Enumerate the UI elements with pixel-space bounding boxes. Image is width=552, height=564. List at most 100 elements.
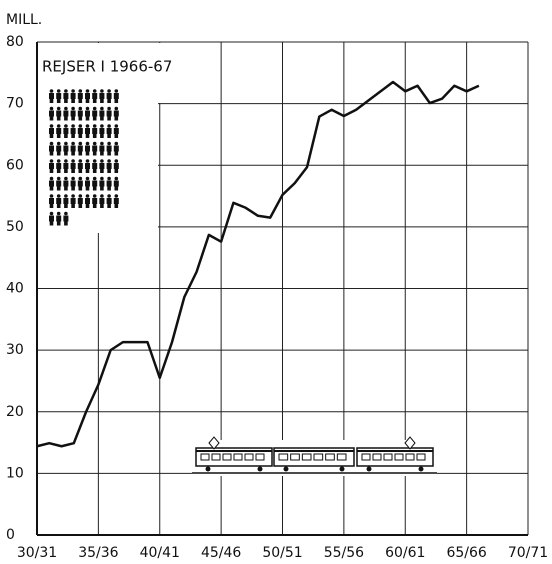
pictogram-head <box>107 194 111 198</box>
pictogram-body <box>49 180 54 187</box>
pictogram-body <box>113 93 119 99</box>
pictogram-body <box>49 110 54 117</box>
pictogram-head <box>56 159 61 163</box>
pictogram-body <box>49 145 54 152</box>
pictogram-body <box>70 110 76 117</box>
pictogram-head <box>85 141 90 146</box>
pictogram-legs <box>107 116 111 121</box>
train-window <box>255 453 265 461</box>
pictogram-body <box>63 163 69 169</box>
pictogram-head <box>85 89 90 93</box>
pictogram-head <box>100 124 104 128</box>
y-tick-label: 10 <box>6 465 24 481</box>
pictogram-legs <box>64 116 68 121</box>
pictogram-head <box>64 89 68 93</box>
pictogram-legs <box>71 151 75 156</box>
pictogram-head <box>49 176 54 181</box>
train-wheel <box>418 466 424 472</box>
x-tick-label: 45/46 <box>201 545 241 561</box>
pictogram-body <box>56 110 62 117</box>
pictogram-body <box>92 93 98 99</box>
pictogram-legs <box>114 99 119 103</box>
pictogram-body <box>85 93 90 99</box>
pictogram-head <box>64 159 68 163</box>
pictogram-body <box>106 110 112 117</box>
pictogram-body <box>63 128 69 134</box>
pictogram-head <box>49 124 54 128</box>
train-window <box>383 453 393 461</box>
pictogram-head <box>71 89 75 93</box>
y-tick-label: 70 <box>6 96 24 112</box>
pictogram-head <box>85 176 90 181</box>
pictogram-body <box>63 180 69 187</box>
pictogram-head <box>49 194 54 198</box>
pictogram-legs <box>107 151 111 156</box>
pictogram-legs <box>78 151 83 156</box>
x-tick-label: 70/71 <box>508 545 548 561</box>
pictogram-head <box>64 141 68 146</box>
pictogram-body <box>85 145 90 152</box>
pictogram-body <box>113 128 119 134</box>
y-tick-label: 0 <box>6 527 15 543</box>
pictogram-head <box>49 106 54 111</box>
train-window <box>290 453 300 461</box>
pictogram-head <box>114 89 119 93</box>
pictogram-body <box>99 145 105 152</box>
pictogram-head <box>100 141 104 146</box>
pictogram-body <box>85 163 90 169</box>
pictogram-body <box>77 128 83 134</box>
pictogram-body <box>77 145 83 152</box>
pictogram-body <box>106 128 112 134</box>
pictogram-head <box>71 159 75 163</box>
pictogram-body <box>77 93 83 99</box>
pictogram-head <box>71 141 75 146</box>
pictogram-body <box>56 163 62 169</box>
pictogram-body <box>99 198 105 204</box>
pictogram-head <box>56 194 61 198</box>
pictogram-legs <box>78 134 83 138</box>
pictogram-head <box>78 141 83 146</box>
pictogram-legs <box>114 134 119 138</box>
pictogram-body <box>85 128 90 134</box>
y-tick-label: 20 <box>6 404 24 420</box>
pictogram-head <box>107 141 111 146</box>
pictogram-head <box>64 124 68 128</box>
pictogram-legs <box>85 116 90 121</box>
pictogram-legs <box>64 134 68 138</box>
train-wheel <box>257 466 263 472</box>
pictogram-body <box>92 180 98 187</box>
train-window <box>416 453 426 461</box>
y-tick-label: 40 <box>6 281 24 297</box>
pictogram-legs <box>71 169 75 173</box>
x-tick-label: 55/56 <box>324 545 364 561</box>
pictogram-head <box>49 159 54 163</box>
pictogram-head <box>64 176 68 181</box>
pictogram-legs <box>114 151 119 156</box>
pictogram-body <box>92 110 98 117</box>
pictogram-body <box>63 198 69 204</box>
pictogram-legs <box>92 169 97 173</box>
train-wheel <box>366 466 372 472</box>
pictogram-body <box>70 128 76 134</box>
pictogram-legs <box>71 186 75 191</box>
pictogram-head <box>114 106 119 111</box>
pictogram-head <box>85 159 90 163</box>
pictogram-legs <box>64 99 68 103</box>
pictogram-head <box>114 194 119 198</box>
pictogram-head <box>100 106 104 111</box>
pictogram-legs <box>49 99 54 103</box>
pictogram-head <box>92 176 97 181</box>
pictogram-legs <box>49 169 54 173</box>
pictogram-head <box>114 124 119 128</box>
pictogram-legs <box>100 116 104 121</box>
pictogram-body <box>63 215 69 222</box>
pictogram-head <box>71 124 75 128</box>
pictogram-body <box>92 128 98 134</box>
pictogram-legs <box>100 169 104 173</box>
train-wheel <box>339 466 345 472</box>
train-window <box>313 453 324 461</box>
pictogram-body <box>106 93 112 99</box>
pictogram-head <box>56 124 61 128</box>
pictogram-head <box>64 106 68 111</box>
